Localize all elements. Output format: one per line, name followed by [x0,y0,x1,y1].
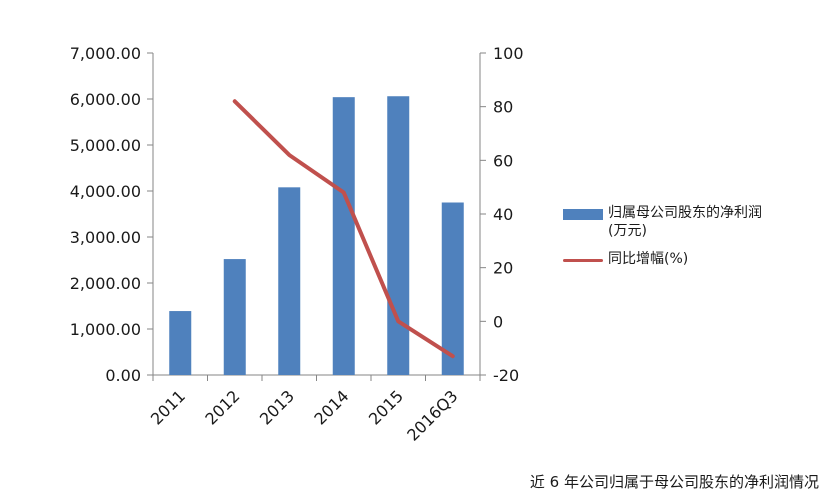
legend-item-net-profit: 归属母公司股东的净利润(万元) [563,204,768,240]
bar [441,202,464,375]
x-tick-label: 2012 [201,386,243,428]
legend-line-label: 同比增幅(%) [608,251,689,267]
y-right-tick-label: 60 [493,151,513,170]
growth-line [232,99,455,359]
bar [332,97,355,375]
bar [387,96,410,376]
y-left-tick-label: 4,000.00 [70,182,141,201]
y-right-tick-label: 80 [493,98,513,117]
legend-bar-swatch [563,209,603,220]
y-left-tick-label: 3,000.00 [70,228,141,247]
legend-item-growth: 同比增幅(%) [563,250,768,268]
y-left-tick-label: 0.00 [105,366,141,385]
legend: 归属母公司股东的净利润(万元) 同比增幅(%) [563,204,768,268]
y-right-tick-label: 20 [493,259,513,278]
bar [169,311,192,375]
chart-axes [147,52,486,381]
chart-caption: 近 6 年公司归属于母公司股东的净利润情况 [529,473,819,491]
line-series [232,99,455,359]
bar-series [169,96,464,376]
y-right-tick-label: 100 [493,44,524,63]
bar [223,259,246,375]
x-tick-label: 2011 [147,386,189,428]
x-tick-label: 2013 [256,386,298,428]
y-left-tick-label: 6,000.00 [70,90,141,109]
y-right-tick-label: -20 [493,366,519,385]
y-left-tick-label: 1,000.00 [70,320,141,339]
y-left-tick-label: 7,000.00 [70,44,141,63]
legend-line-swatch [563,259,603,262]
x-tick-label: 2015 [365,386,407,428]
x-tick-label: 2016Q3 [403,386,461,444]
bar [278,187,301,375]
legend-bar-label: 归属母公司股东的净利润(万元) [608,205,762,239]
y-right-tick-label: 40 [493,205,513,224]
y-left-tick-label: 5,000.00 [70,136,141,155]
y-left-tick-label: 2,000.00 [70,274,141,293]
y-right-tick-label: 0 [493,312,503,331]
x-tick-label: 2014 [310,386,352,428]
